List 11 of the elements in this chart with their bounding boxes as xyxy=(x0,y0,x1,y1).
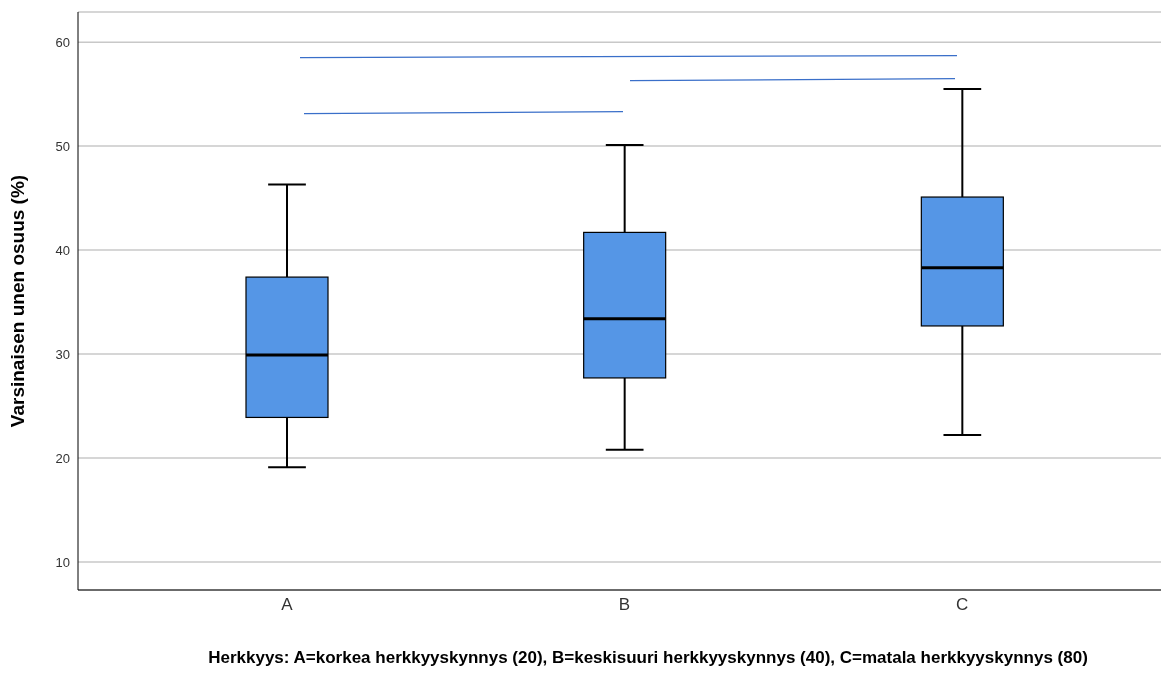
y-tick-label: 10 xyxy=(55,554,70,570)
x-tick-label: C xyxy=(956,595,969,615)
x-tick-label: A xyxy=(281,595,294,615)
y-tick-label: 50 xyxy=(55,138,70,154)
x-tick-label: B xyxy=(618,595,631,615)
y-tick-label: 30 xyxy=(55,346,70,362)
y-tick-label: 20 xyxy=(55,450,70,466)
x-axis-title: Herkkyys: A=korkea herkkyyskynnys (20), B=keskisuuri herkkyyskynnys (40), C=matala herkkyyskynnys (80) xyxy=(207,648,1089,667)
y-axis-title: Varsinaisen unen osuus (%) xyxy=(6,174,28,428)
y-tick-label: 40 xyxy=(55,242,70,258)
y-tick-label: 60 xyxy=(55,34,70,50)
